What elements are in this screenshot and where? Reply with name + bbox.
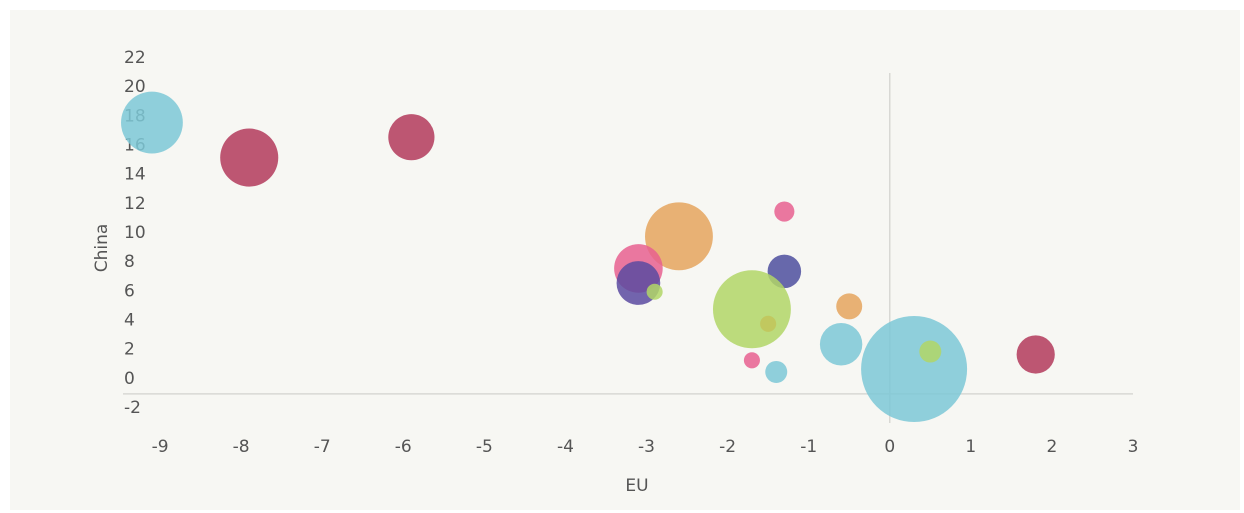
x-tick-label: -4 bbox=[557, 437, 574, 457]
x-tick-label: -8 bbox=[233, 437, 250, 457]
y-tick-label: 20 bbox=[124, 77, 146, 97]
bubble bbox=[388, 114, 435, 161]
y-tick-label: 22 bbox=[124, 48, 146, 68]
x-tick-label: -3 bbox=[638, 437, 655, 457]
y-tick-label: 14 bbox=[124, 165, 146, 185]
x-tick-label: -6 bbox=[395, 437, 412, 457]
x-axis-label: EU bbox=[625, 476, 648, 496]
y-tick-label: 10 bbox=[124, 223, 146, 243]
y-tick-label: 12 bbox=[124, 194, 146, 214]
x-tick-label: 1 bbox=[965, 437, 976, 457]
bubble bbox=[121, 91, 183, 154]
x-tick-label: -2 bbox=[719, 437, 736, 457]
y-axis-label: China bbox=[92, 224, 112, 273]
bubble bbox=[712, 270, 791, 349]
x-tick-label: -7 bbox=[314, 437, 331, 457]
bubble bbox=[646, 283, 663, 300]
bubble bbox=[220, 128, 279, 187]
bubble bbox=[861, 316, 968, 423]
bubble bbox=[765, 360, 788, 383]
bubble bbox=[645, 202, 713, 271]
bubble bbox=[919, 340, 942, 363]
x-tick-label: 0 bbox=[884, 437, 895, 457]
x-tick-label: -5 bbox=[476, 437, 493, 457]
bubble bbox=[743, 352, 760, 369]
y-tick-label: 4 bbox=[124, 311, 135, 331]
x-tick-label: -1 bbox=[800, 437, 817, 457]
bubble bbox=[774, 201, 795, 222]
bubble bbox=[836, 293, 863, 320]
y-tick-label: 6 bbox=[124, 281, 135, 301]
bubble bbox=[1016, 335, 1055, 374]
bubble bbox=[760, 315, 777, 332]
y-tick-label: 8 bbox=[124, 252, 135, 272]
x-tick-label: -9 bbox=[152, 437, 169, 457]
bubble bbox=[819, 323, 863, 366]
y-tick-label: -2 bbox=[124, 398, 141, 418]
x-tick-label: 2 bbox=[1047, 437, 1058, 457]
y-tick-label: 2 bbox=[124, 340, 135, 360]
y-tick-label: 0 bbox=[124, 369, 135, 389]
x-tick-label: 3 bbox=[1128, 437, 1139, 457]
